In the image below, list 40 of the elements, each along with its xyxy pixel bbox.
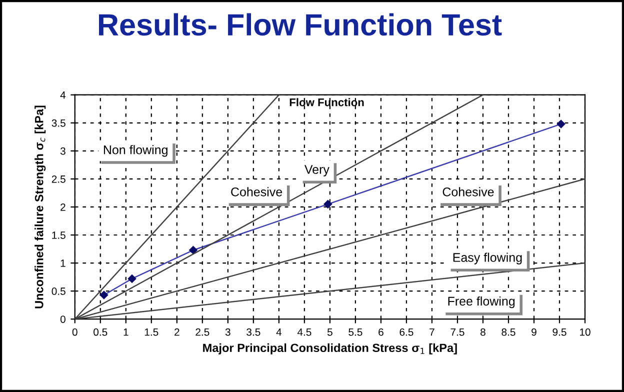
x-tick-label: 4.5 — [297, 328, 312, 336]
y-tick-label: 0.5 — [52, 288, 66, 295]
x-tick-label: 6 — [378, 328, 384, 336]
y-tick-label: 1 — [60, 260, 66, 267]
y-tick-label: 2.5 — [52, 175, 66, 183]
x-tick-label: 8.5 — [502, 328, 516, 336]
x-tick-label: 0 — [72, 328, 78, 336]
y-tick-label: 0 — [60, 316, 66, 323]
x-tick-label: 0.5 — [94, 328, 108, 336]
x-tick-label: 2.5 — [196, 328, 210, 336]
y-tick-label: 3.5 — [52, 119, 66, 127]
annotation: Free flowing — [448, 296, 515, 308]
y-axis-title: Unconfined failure Strength σ$_{c}$ [kPa] — [34, 106, 46, 308]
annotation: Easy flowing — [453, 252, 522, 264]
annotation: Very — [304, 165, 330, 176]
x-tick-label: 5.5 — [348, 328, 362, 336]
x-tick-label: 6.5 — [400, 328, 414, 336]
x-tick-label: 7 — [430, 328, 434, 336]
y-tick-label: 4 — [60, 91, 66, 99]
x-tick-label: 7.5 — [450, 328, 464, 336]
x-tick-label: 10 — [580, 328, 590, 336]
x-tick-label: 9 — [532, 328, 536, 336]
annotation: Cohesive — [231, 187, 282, 196]
y-tick-label: 1.5 — [52, 232, 66, 239]
x-tick-label: 1 — [124, 328, 128, 336]
x-tick-label: 4 — [276, 328, 282, 336]
y-tick-label: 3 — [60, 147, 66, 155]
x-tick-label: 8 — [480, 328, 486, 336]
x-axis-title: Major Principal Consolidation Stress σ$_{1}$ [kPa] — [203, 343, 457, 354]
chart-subtitle: Flow Function — [290, 98, 364, 106]
x-tick-label: 3 — [225, 328, 230, 336]
x-tick-label: 3.5 — [246, 328, 260, 336]
x-tick-label: 9.5 — [552, 328, 566, 336]
x-tick-label: 5 — [327, 328, 332, 336]
annotation: Cohesive — [442, 187, 494, 196]
y-tick-label: 2 — [60, 203, 66, 211]
annotation: Non flowing — [104, 145, 168, 157]
x-tick-label: 2 — [174, 328, 180, 336]
chart-title: Results- Flow Function Test — [99, 13, 502, 36]
x-tick-label: 1.5 — [144, 328, 158, 336]
